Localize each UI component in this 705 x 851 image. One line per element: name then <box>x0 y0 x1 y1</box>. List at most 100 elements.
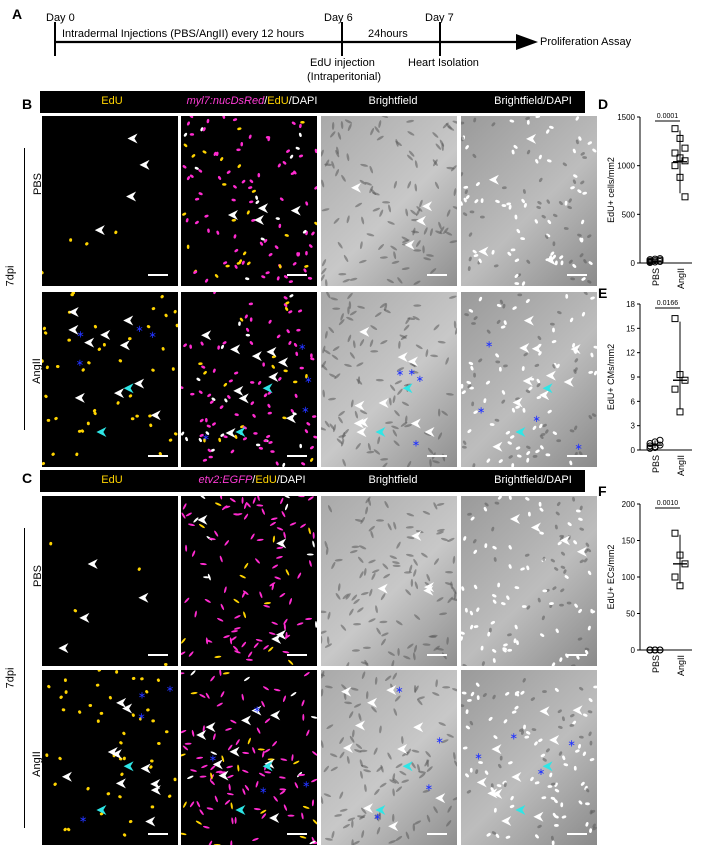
arrowhead-white <box>356 427 367 438</box>
cell-nucleus <box>559 255 564 260</box>
cell-nucleus <box>222 672 230 675</box>
cell-nucleus <box>261 700 265 708</box>
cell-nucleus <box>253 432 258 435</box>
cell-nucleus <box>241 693 244 701</box>
cell-nucleus <box>230 719 237 724</box>
cell-nucleus <box>252 837 259 842</box>
cell-nucleus <box>204 598 211 603</box>
cell-nucleus <box>547 785 553 788</box>
timeline-heart-isolation: Heart Isolation <box>408 57 479 69</box>
cell-nucleus <box>199 496 206 499</box>
cell-nucleus <box>236 148 241 152</box>
cell-nucleus <box>579 559 585 564</box>
cell-nucleus <box>493 735 498 740</box>
cell-nucleus <box>558 751 563 756</box>
micrograph-bfdapi-11 <box>461 496 597 666</box>
cell-nucleus <box>321 610 327 614</box>
cell-nucleus <box>277 163 281 168</box>
cell-nucleus <box>297 572 302 579</box>
cell-nucleus <box>405 589 412 596</box>
cell-nucleus <box>242 251 247 256</box>
cell-nucleus <box>527 511 531 517</box>
cell-nucleus <box>260 809 267 814</box>
y-tick-label: 6 <box>631 397 636 406</box>
cell-nucleus <box>118 359 123 363</box>
arrowhead-white <box>113 388 124 399</box>
cell-nucleus <box>345 593 351 600</box>
arrowhead-white <box>134 378 145 389</box>
cell-nucleus <box>198 523 205 529</box>
cell-nucleus <box>371 569 380 574</box>
cell-nucleus <box>67 338 71 342</box>
cell-nucleus <box>496 784 502 788</box>
cell-nucleus <box>210 772 213 780</box>
cell-nucleus <box>569 723 575 727</box>
arrowhead-white <box>378 398 389 409</box>
data-point-angii <box>671 529 679 537</box>
cell-nucleus <box>223 635 230 639</box>
cell-nucleus <box>189 801 195 808</box>
cell-nucleus <box>226 170 231 174</box>
cell-nucleus <box>283 623 286 631</box>
cell-nucleus <box>578 743 581 749</box>
cell-nucleus <box>291 754 294 762</box>
micrograph-merge-1 <box>181 116 317 286</box>
cell-nucleus <box>328 397 336 401</box>
cell-nucleus <box>469 210 475 214</box>
cell-nucleus <box>102 342 106 347</box>
cell-nucleus <box>391 260 400 264</box>
cell-nucleus <box>380 593 386 601</box>
arrowhead-white <box>94 225 105 236</box>
cell-nucleus <box>387 752 392 760</box>
cell-nucleus <box>238 321 241 326</box>
cell-nucleus <box>199 433 204 437</box>
cell-nucleus <box>329 423 335 430</box>
cell-nucleus <box>509 119 515 123</box>
cell-nucleus <box>542 758 547 762</box>
cell-nucleus <box>514 214 518 220</box>
cell-nucleus <box>311 778 317 783</box>
cell-nucleus <box>300 523 306 528</box>
arrowhead-white <box>150 785 161 796</box>
cell-nucleus <box>363 567 367 576</box>
y-tick-label: 12 <box>626 349 635 358</box>
cell-nucleus <box>433 502 438 510</box>
cell-nucleus <box>392 429 398 437</box>
cell-nucleus <box>224 586 227 594</box>
cell-nucleus <box>414 581 419 590</box>
cell-nucleus <box>332 307 341 310</box>
cell-nucleus <box>181 672 185 675</box>
blue-asterisk: ∗ <box>202 432 210 443</box>
cell-nucleus <box>278 776 286 779</box>
cell-nucleus <box>116 401 120 405</box>
cell-nucleus <box>473 539 477 544</box>
cell-nucleus <box>347 306 350 315</box>
y-tick-label: 500 <box>622 210 636 219</box>
cell-nucleus <box>337 132 342 140</box>
cell-nucleus <box>185 512 192 517</box>
cell-nucleus <box>453 320 457 329</box>
micrograph-content <box>321 496 457 666</box>
cell-nucleus <box>208 537 216 541</box>
cell-nucleus <box>424 759 430 767</box>
cell-nucleus <box>437 408 441 417</box>
cell-nucleus <box>579 253 584 258</box>
cell-nucleus <box>321 149 324 158</box>
cell-nucleus <box>213 292 217 295</box>
cell-nucleus <box>43 331 48 335</box>
cell-nucleus <box>114 230 118 235</box>
cell-nucleus <box>569 429 575 433</box>
arrowhead-white <box>359 326 370 337</box>
cell-nucleus <box>202 458 208 462</box>
cell-nucleus <box>189 174 194 178</box>
cell-nucleus <box>499 755 503 761</box>
arrowhead-white <box>205 722 216 733</box>
cell-nucleus <box>374 312 382 318</box>
cell-nucleus <box>438 221 442 230</box>
cell-nucleus <box>216 230 220 235</box>
cell-nucleus <box>292 412 297 416</box>
cell-nucleus <box>405 553 414 557</box>
cell-nucleus <box>183 801 187 808</box>
cell-nucleus <box>309 560 312 567</box>
cell-nucleus <box>201 365 206 369</box>
